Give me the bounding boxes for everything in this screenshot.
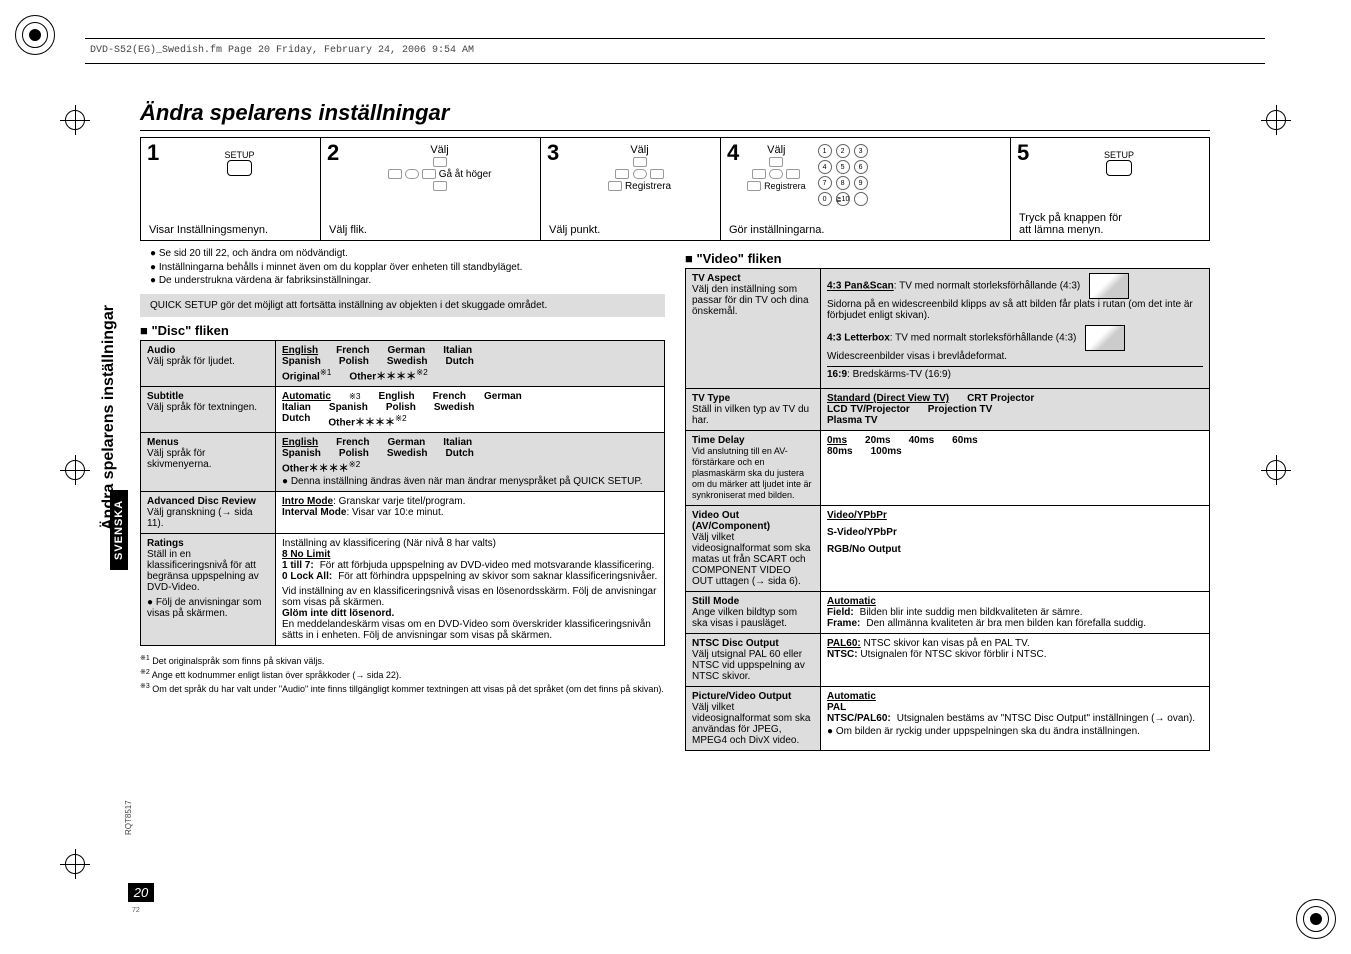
step-4: 4 Välj Registrera 123 456 [721, 138, 1011, 240]
tvaspect-label: TV Aspect Välj den inställning som passa… [686, 269, 821, 389]
reg-label: Registrera [764, 181, 806, 191]
ntscdisc-options: PAL60: NTSC skivor kan visas på en PAL T… [821, 634, 1210, 687]
video-settings-table: TV Aspect Välj den inställning som passa… [685, 268, 1210, 751]
language-tag: SVENSKA [110, 490, 128, 570]
step-caption: Gör inställningarna. [729, 224, 1002, 236]
intro-list: Se sid 20 till 22, och ändra om nödvändi… [140, 247, 665, 288]
page-sub: 72 [132, 907, 140, 914]
step-num: 3 [547, 140, 559, 166]
subtitle-label: Subtitle Välj språk för textningen. [141, 386, 276, 432]
enter-icon [405, 169, 419, 179]
disc-settings-table: Audio Välj språk för ljudet. EnglishFren… [140, 340, 665, 647]
intro-bullet: Se sid 20 till 22, och ändra om nödvändi… [150, 247, 665, 261]
tvtype-options: Standard (Direct View TV) CRT Projector … [821, 389, 1210, 431]
timedelay-options: 0ms20ms40ms60ms 80ms100ms [821, 431, 1210, 506]
step-num: 1 [147, 140, 159, 166]
step-num: 2 [327, 140, 339, 166]
arrow-left-icon [388, 169, 402, 179]
step-caption: Välj flik. [329, 224, 532, 236]
valj-label: Välj [430, 144, 448, 156]
intro-bullet: Inställningarna behålls i minnet även om… [150, 261, 665, 275]
header-strip: DVD-S52(EG)_Swedish.fm Page 20 Friday, F… [90, 45, 474, 56]
keypad-icon: 123 456 789 0≧10 [818, 144, 870, 206]
arrow-up-icon [769, 157, 783, 167]
step-5: 5 SETUP Tryck på knappen för att lämna m… [1011, 138, 1209, 240]
page-number: 20 [128, 883, 154, 902]
step-caption: Tryck på knappen för att lämna menyn. [1019, 212, 1201, 236]
arrow-down-icon [433, 181, 447, 191]
tv-icon [1085, 325, 1125, 351]
advreview-label: Advanced Disc Review Välj granskning (→ … [141, 492, 276, 534]
step-1: 1 SETUP Visar Inställningsmenyn. [141, 138, 321, 240]
disc-flik-title: "Disc" fliken [140, 323, 665, 338]
setup-button-icon [227, 160, 253, 176]
subtitle-options: Automatic※3EnglishFrenchGerman ItalianSp… [276, 386, 665, 432]
valj-label: Välj [767, 144, 785, 156]
arrow-left-icon [752, 169, 766, 179]
reg-label: Registrera [625, 181, 671, 192]
pvo-options: Automatic PAL NTSC/PAL60:Utsignalen best… [821, 687, 1210, 751]
ratings-options: Inställning av klassificering (När nivå … [276, 534, 665, 646]
arrow-right-icon [422, 169, 436, 179]
tv-icon [1089, 273, 1129, 299]
valj-label: Välj [630, 144, 648, 156]
step-3: 3 Välj Registrera Välj punkt. [541, 138, 721, 240]
videoout-label: Video Out (AV/Component) Välj vilket vid… [686, 506, 821, 592]
doc-code: RQT8517 [124, 800, 133, 835]
page-title: Ändra spelarens inställningar [140, 100, 1210, 131]
menus-options: EnglishFrenchGermanItalian SpanishPolish… [276, 433, 665, 492]
setup-label: SETUP [167, 150, 312, 160]
arrow-down-icon [747, 181, 761, 191]
arrow-up-icon [433, 157, 447, 167]
arrow-right-icon [786, 169, 800, 179]
arrow-up-icon [633, 157, 647, 167]
step-caption: Välj punkt. [549, 224, 712, 236]
quick-setup-box: QUICK SETUP gör det möjligt att fortsätt… [140, 294, 665, 317]
arrow-down-icon [608, 181, 622, 191]
step-num: 5 [1017, 140, 1029, 166]
footnotes: ※1 Det originalspråk som finns på skivan… [140, 654, 665, 695]
tvaspect-options: 4:3 Pan&Scan: TV med normalt storleksför… [821, 269, 1210, 389]
ratings-label: Ratings Ställ in en klassificeringsnivå … [141, 534, 276, 646]
timedelay-label: Time Delay Vid anslutning till en AV-för… [686, 431, 821, 506]
page-content: Ändra spelarens inställningar 1 SETUP Vi… [140, 100, 1210, 751]
left-column: Se sid 20 till 22, och ändra om nödvändi… [140, 247, 665, 751]
stillmode-label: Still Mode Ange vilken bildtyp som ska v… [686, 592, 821, 634]
arrow-right-icon [650, 169, 664, 179]
step-caption: Visar Inställningsmenyn. [149, 224, 312, 236]
tvtype-label: TV Type Ställ in vilken typ av TV du har… [686, 389, 821, 431]
video-flik-title: "Video" fliken [685, 251, 1210, 266]
audio-options: EnglishFrenchGermanItalian SpanishPolish… [276, 340, 665, 386]
step-2: 2 Välj Gå åt höger Välj flik. [321, 138, 541, 240]
enter-icon [633, 169, 647, 179]
videoout-options: Video/YPbPr S-Video/YPbPr RGB/No Output [821, 506, 1210, 592]
pvo-label: Picture/Video Output Välj vilket videosi… [686, 687, 821, 751]
setup-button-icon [1106, 160, 1132, 176]
advreview-options: Intro Mode: Granskar varje titel/program… [276, 492, 665, 534]
step-num: 4 [727, 140, 739, 166]
right-column: "Video" fliken TV Aspect Välj den instäl… [685, 247, 1210, 751]
enter-icon [769, 169, 783, 179]
audio-label: Audio Välj språk för ljudet. [141, 340, 276, 386]
ntscdisc-label: NTSC Disc Output Välj utsignal PAL 60 el… [686, 634, 821, 687]
stillmode-options: Automatic Field:Bilden blir inte suddig … [821, 592, 1210, 634]
arrow-left-icon [615, 169, 629, 179]
ga-label: Gå åt höger [439, 169, 492, 180]
steps-row: 1 SETUP Visar Inställningsmenyn. 2 Välj … [140, 137, 1210, 241]
intro-bullet: De understrukna värdena är fabriksinstäl… [150, 274, 665, 288]
menus-label: Menus Välj språk för skivmenyerna. [141, 433, 276, 492]
setup-label: SETUP [1037, 150, 1201, 160]
